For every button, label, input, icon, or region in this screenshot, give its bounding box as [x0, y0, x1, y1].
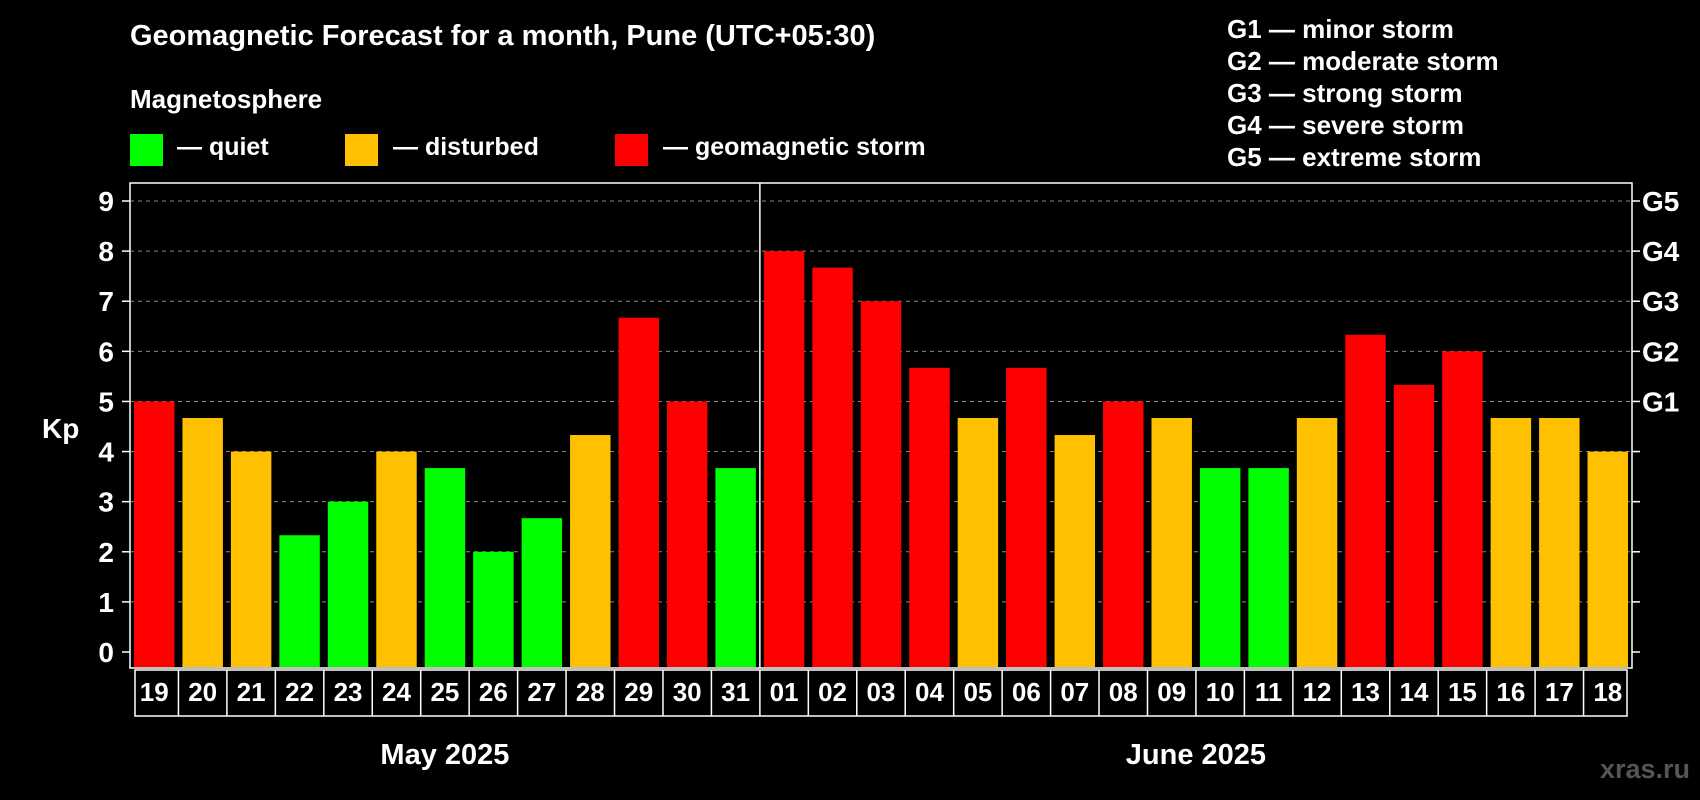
right-axis-label-g1: G1: [1642, 386, 1679, 417]
y-tick-label-0: 0: [98, 637, 114, 668]
x-tick-label-3: 22: [285, 677, 314, 707]
x-tick-label-19: 07: [1060, 677, 1089, 707]
bar-6: [424, 468, 466, 667]
x-tick-label-27: 15: [1448, 677, 1477, 707]
x-tick-label-22: 10: [1206, 677, 1235, 707]
x-tick-label-7: 26: [479, 677, 508, 707]
y-tick-label-1: 1: [98, 587, 114, 618]
bar-30: [1587, 451, 1628, 667]
bar-21: [1151, 417, 1192, 667]
x-tick-label-0: 19: [140, 677, 169, 707]
bar-22: [1199, 468, 1241, 667]
x-tick-label-15: 03: [867, 677, 896, 707]
bar-29: [1539, 417, 1580, 667]
bar-16: [909, 367, 950, 667]
storm-level-g2: G2 — moderate storm: [1227, 46, 1499, 76]
x-tick-label-13: 01: [770, 677, 799, 707]
x-tick-label-11: 30: [673, 677, 702, 707]
x-tick-label-18: 06: [1012, 677, 1041, 707]
y-tick-label-5: 5: [98, 386, 114, 417]
right-axis-label-g5: G5: [1642, 186, 1679, 217]
storm-level-g5: G5 — extreme storm: [1227, 142, 1482, 172]
bar-4: [327, 501, 369, 667]
y-tick-label-8: 8: [98, 236, 114, 267]
x-tick-label-26: 14: [1400, 677, 1429, 707]
storm-level-g4: G4 — severe storm: [1227, 110, 1465, 140]
x-tick-label-12: 31: [721, 677, 750, 707]
bar-25: [1345, 334, 1386, 667]
bar-7: [473, 551, 514, 667]
legend-label-disturbed: — disturbed: [393, 133, 539, 161]
y-tick-label-4: 4: [98, 437, 114, 468]
x-tick-label-21: 09: [1157, 677, 1186, 707]
bar-2: [230, 451, 272, 667]
magnetosphere-heading: Magnetosphere: [130, 84, 323, 114]
bar-13: [763, 251, 805, 667]
bar-12: [715, 468, 756, 667]
legend-swatch-quiet: [130, 134, 163, 166]
legend-swatch-disturbed: [345, 134, 378, 166]
y-tick-label-2: 2: [98, 537, 114, 568]
bar-24: [1296, 417, 1338, 667]
right-axis-label-g2: G2: [1642, 336, 1679, 367]
x-tick-label-8: 27: [527, 677, 556, 707]
bar-14: [812, 267, 853, 667]
y-axis-label: Kp: [42, 413, 79, 444]
x-tick-label-24: 12: [1303, 677, 1332, 707]
x-tick-label-6: 25: [430, 677, 459, 707]
x-tick-label-2: 21: [237, 677, 266, 707]
x-tick-label-23: 11: [1255, 677, 1283, 707]
x-tick-label-14: 02: [818, 677, 847, 707]
bar-9: [570, 435, 611, 667]
x-tick-label-4: 23: [334, 677, 363, 707]
x-tick-label-29: 17: [1545, 677, 1574, 707]
bar-18: [1006, 367, 1047, 667]
bar-23: [1248, 468, 1289, 667]
bar-11: [666, 401, 708, 667]
right-axis-label-g3: G3: [1642, 286, 1679, 317]
legend-swatch-storm: [615, 134, 648, 166]
y-tick-label-9: 9: [98, 186, 114, 217]
storm-level-g3: G3 — strong storm: [1227, 78, 1463, 108]
legend-label-storm: — geomagnetic storm: [663, 133, 926, 161]
plot-frame: [129, 182, 1633, 669]
x-tick-label-20: 08: [1109, 677, 1138, 707]
bar-19: [1054, 435, 1096, 667]
bar-28: [1490, 417, 1532, 667]
bar-5: [376, 451, 417, 667]
bar-8: [521, 518, 563, 667]
bar-26: [1393, 384, 1435, 667]
storm-level-g1: G1 — minor storm: [1227, 14, 1454, 44]
bar-3: [279, 535, 320, 667]
bar-0: [134, 401, 175, 667]
chart-title: Geomagnetic Forecast for a month, Pune (…: [130, 20, 876, 52]
month-label-0: May 2025: [380, 739, 509, 771]
y-tick-label-7: 7: [98, 286, 114, 317]
x-tick-label-25: 13: [1351, 677, 1380, 707]
x-tick-label-17: 05: [963, 677, 992, 707]
bar-15: [860, 301, 902, 667]
bar-10: [618, 317, 659, 667]
x-tick-label-30: 18: [1593, 677, 1622, 707]
x-tick-label-9: 28: [576, 677, 605, 707]
right-axis-label-g4: G4: [1642, 236, 1680, 267]
bar-1: [182, 417, 223, 667]
x-tick-label-28: 16: [1496, 677, 1525, 707]
legend-label-quiet: — quiet: [177, 133, 269, 161]
bar-20: [1103, 401, 1144, 667]
day-label-strip: [134, 669, 1628, 717]
x-tick-label-1: 20: [188, 677, 217, 707]
bar-27: [1442, 351, 1483, 667]
y-tick-label-6: 6: [98, 336, 114, 367]
month-label-1: June 2025: [1126, 739, 1266, 771]
x-tick-label-10: 29: [624, 677, 653, 707]
y-tick-label-3: 3: [98, 487, 114, 518]
bar-17: [957, 417, 999, 667]
watermark: xras.ru: [1599, 754, 1690, 784]
x-tick-label-16: 04: [915, 677, 944, 707]
x-tick-label-5: 24: [382, 677, 411, 707]
